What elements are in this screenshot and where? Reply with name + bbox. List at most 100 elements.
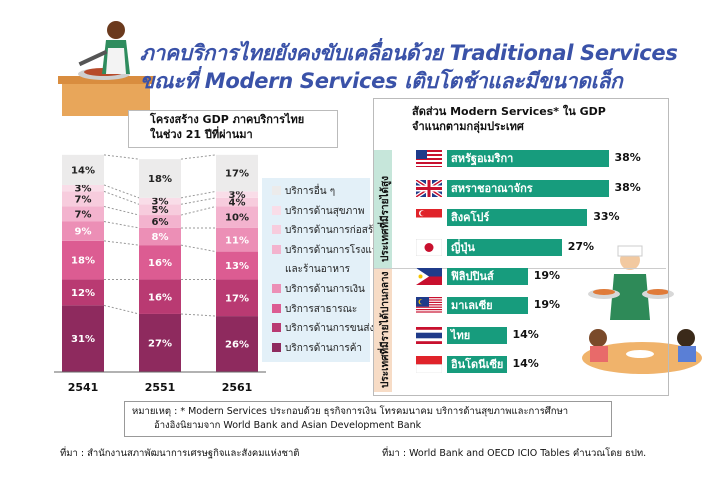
bar-segment-2561-7 bbox=[216, 191, 258, 198]
connector-line bbox=[103, 304, 140, 315]
bar-label-2541-8: 14% bbox=[71, 165, 95, 176]
country-bar: ญี่ปุ่น bbox=[447, 239, 562, 256]
bar-segment-2561-5 bbox=[216, 206, 258, 228]
bar-segment-2551-6 bbox=[139, 204, 181, 216]
legend-label: บริการด้านการโรงแรม bbox=[285, 244, 384, 256]
title-line-1: ภาคบริการไทยยังคงขับเคลื่อนด้วย Traditio… bbox=[140, 41, 678, 65]
bar-segment-2561-3 bbox=[216, 251, 258, 280]
legend-label: บริการสาธารณะ bbox=[285, 303, 358, 315]
legend-item: บริการด้านสุขภาพ bbox=[272, 204, 364, 220]
connector-line bbox=[103, 154, 140, 160]
bar-label-2551-1: 27% bbox=[148, 338, 172, 349]
group-label-high-income: ประเทศที่มีรายได้สูง bbox=[380, 176, 391, 262]
bar-label-2551-8: 18% bbox=[148, 174, 172, 185]
connector-line bbox=[180, 154, 217, 160]
bar-label-2541-6: 7% bbox=[75, 194, 92, 205]
bar-segment-2551-4 bbox=[139, 227, 181, 246]
country-value-label: 33% bbox=[593, 210, 620, 223]
middle-income-band bbox=[374, 268, 392, 392]
bar-label-2551-2: 16% bbox=[148, 292, 172, 303]
year-label-2561: 2561 bbox=[222, 381, 253, 394]
japan-flag-icon bbox=[416, 239, 442, 256]
bar-label-2541-3: 18% bbox=[71, 256, 95, 267]
bar-segment-2541-2 bbox=[62, 279, 104, 306]
legend-label: บริการด้านการก่อสร้าง bbox=[285, 225, 384, 237]
country-bar: ฟิลิปปินส์ bbox=[447, 268, 528, 285]
philippines-flag-icon bbox=[416, 268, 442, 285]
cooking-woman-illustration bbox=[58, 21, 154, 116]
country-bar: สหราชอาณาจักร bbox=[447, 180, 609, 197]
connector-line bbox=[103, 190, 140, 205]
legend-label: บริการอื่น ๆ bbox=[285, 186, 336, 197]
bar-segment-2541-3 bbox=[62, 240, 104, 280]
left-panel-title-box bbox=[128, 110, 338, 148]
country-value-label: 38% bbox=[614, 151, 641, 164]
bar-label-2551-6: 5% bbox=[152, 205, 169, 216]
year-label-2541: 2541 bbox=[68, 381, 99, 394]
bar-segment-2551-5 bbox=[139, 215, 181, 228]
bar-segment-2541-8 bbox=[62, 154, 104, 185]
bar-label-2561-8: 17% bbox=[225, 169, 249, 180]
bar-label-2561-7: 3% bbox=[229, 190, 246, 201]
connector-line bbox=[103, 221, 140, 229]
us-flag-icon bbox=[416, 150, 442, 167]
legend-item: บริการด้านการเงิน bbox=[272, 282, 365, 298]
singapore-flag-icon bbox=[416, 209, 442, 226]
legend-item: บริการสาธารณะ bbox=[272, 302, 357, 318]
bar-segment-2541-4 bbox=[62, 221, 104, 241]
connector-line bbox=[180, 197, 217, 205]
source-left: ที่มา : สำนักงานสภาพัฒนาการเศรษฐกิจและสั… bbox=[60, 448, 300, 459]
legend-label: บริการด้านการขนส่ง bbox=[285, 323, 375, 335]
legend-swatch bbox=[272, 225, 281, 235]
bar-segment-2551-1 bbox=[139, 313, 181, 372]
legend-item: บริการด้านการขนส่ง bbox=[272, 321, 374, 337]
uk-flag-icon bbox=[416, 180, 442, 197]
right-panel-box bbox=[373, 98, 669, 396]
legend-label: บริการด้านสุขภาพ bbox=[285, 205, 365, 217]
connector-line bbox=[180, 190, 217, 199]
country-value-label: 27% bbox=[567, 240, 595, 253]
left-chart-title: โครงสร้าง GDP ภาคบริการไทย ในช่วง 21 ปีท… bbox=[150, 113, 305, 141]
bar-segment-2561-1 bbox=[216, 316, 258, 372]
legend-swatch bbox=[272, 244, 281, 254]
country-bar: สิงคโปร์ bbox=[447, 209, 588, 226]
legend-swatch bbox=[272, 323, 281, 333]
bar-label-2551-4: 8% bbox=[152, 232, 169, 243]
bar-segment-2551-3 bbox=[139, 245, 181, 280]
connector-line bbox=[103, 205, 140, 216]
connector-line bbox=[103, 240, 140, 246]
connector-line bbox=[180, 244, 217, 253]
legend-swatch bbox=[272, 186, 281, 195]
bar-label-2541-1: 31% bbox=[71, 334, 95, 345]
country-bar: อินโดนีเซีย bbox=[447, 356, 507, 373]
bar-segment-2541-5 bbox=[62, 206, 104, 222]
bar-label-2551-7: 3% bbox=[152, 197, 169, 208]
note-line-1: หมายเหตุ : * Modern Services ประกอบด้วย … bbox=[132, 406, 569, 417]
legend-swatch bbox=[272, 284, 281, 293]
bar-label-2561-2: 17% bbox=[225, 293, 249, 304]
bar-segment-2541-6 bbox=[62, 191, 104, 207]
connector-line bbox=[180, 313, 217, 317]
malaysia-flag-icon bbox=[416, 297, 442, 314]
source-right: ที่มา : World Bank and OECD ICIO Tables … bbox=[382, 448, 647, 459]
bar-label-2551-3: 16% bbox=[148, 258, 172, 269]
bar-segment-2551-8 bbox=[139, 159, 181, 198]
country-value-label: 14% bbox=[512, 357, 539, 370]
bar-label-2561-1: 26% bbox=[225, 340, 249, 351]
bar-label-2541-5: 7% bbox=[75, 209, 92, 220]
bar-label-2561-3: 13% bbox=[225, 261, 249, 272]
year-label-2551: 2551 bbox=[145, 381, 176, 394]
indonesia-flag-icon bbox=[416, 356, 442, 373]
legend-item: บริการอื่น ๆ bbox=[272, 184, 335, 200]
legend-swatch bbox=[272, 342, 281, 352]
country-value-label: 19% bbox=[533, 298, 561, 311]
bar-label-2541-4: 9% bbox=[75, 227, 92, 238]
legend-item: และร้านอาหาร bbox=[272, 262, 350, 278]
country-value-label: 38% bbox=[614, 181, 641, 194]
bar-label-2561-5: 10% bbox=[225, 213, 249, 224]
bar-segment-2551-7 bbox=[139, 197, 181, 205]
bar-label-2561-4: 11% bbox=[225, 235, 249, 246]
legend-item: บริการด้านการค้า bbox=[272, 341, 362, 357]
legend-item: บริการด้านการก่อสร้าง bbox=[272, 223, 384, 239]
